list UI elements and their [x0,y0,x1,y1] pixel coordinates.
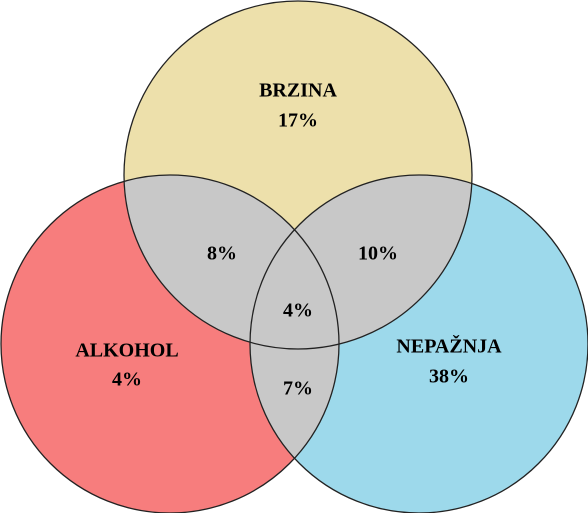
set-value: 38% [429,366,469,388]
overlap-value: 10% [358,243,398,265]
set-value: 4% [112,369,142,391]
set-label: NEPAŽNJA [396,334,502,358]
outline-brzina [123,0,473,350]
overlap-value: 8% [207,243,237,265]
overlap-value: 7% [283,378,313,400]
overlap-brzina-alkohol [124,175,339,349]
overlap-value: 4% [283,300,313,322]
set-value: 17% [278,110,318,132]
set-label: ALKOHOL [75,340,178,362]
outline-alkohol [0,174,340,513]
overlap-brzina-nepaznja [250,175,472,349]
set-label: BRZINA [259,80,337,102]
outline-nepaznja [249,174,588,513]
